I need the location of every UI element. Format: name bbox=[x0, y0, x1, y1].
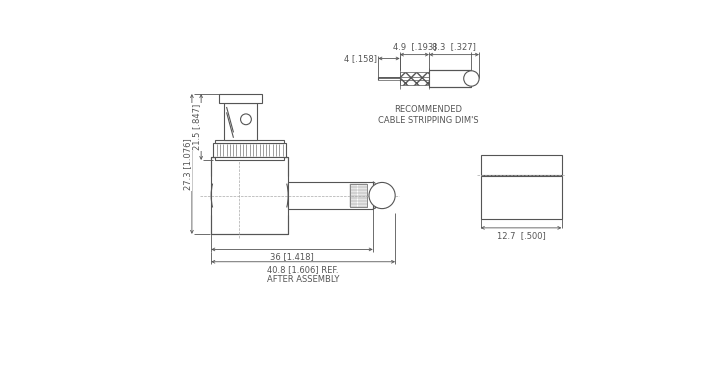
Bar bbox=[224, 103, 256, 140]
Bar bbox=[288, 182, 373, 210]
Bar bbox=[400, 72, 429, 84]
Text: 36 [1.418]: 36 [1.418] bbox=[270, 253, 314, 262]
Bar bbox=[481, 176, 562, 219]
Circle shape bbox=[464, 71, 479, 86]
Bar bbox=[219, 94, 262, 103]
Bar bbox=[429, 70, 472, 87]
Bar bbox=[215, 140, 284, 143]
Text: 4 [.158]: 4 [.158] bbox=[343, 54, 377, 63]
Text: 21.5 [.847]: 21.5 [.847] bbox=[192, 104, 201, 150]
Text: 4.9  [.193]: 4.9 [.193] bbox=[392, 42, 436, 51]
Bar bbox=[215, 157, 284, 160]
Text: 8.3  [.327]: 8.3 [.327] bbox=[432, 42, 476, 51]
Circle shape bbox=[240, 114, 251, 125]
Circle shape bbox=[369, 183, 395, 209]
Text: RECOMMENDED
CABLE STRIPPING DIM'S: RECOMMENDED CABLE STRIPPING DIM'S bbox=[377, 106, 478, 125]
Bar bbox=[211, 157, 288, 234]
Bar bbox=[481, 156, 562, 175]
Text: 40.8 [1.606] REF.
AFTER ASSEMBLY: 40.8 [1.606] REF. AFTER ASSEMBLY bbox=[267, 265, 339, 284]
Text: 27.3 [1.076]: 27.3 [1.076] bbox=[183, 138, 192, 190]
Bar bbox=[350, 184, 367, 207]
Text: 12.7  [.500]: 12.7 [.500] bbox=[497, 231, 546, 240]
Bar bbox=[213, 143, 286, 157]
